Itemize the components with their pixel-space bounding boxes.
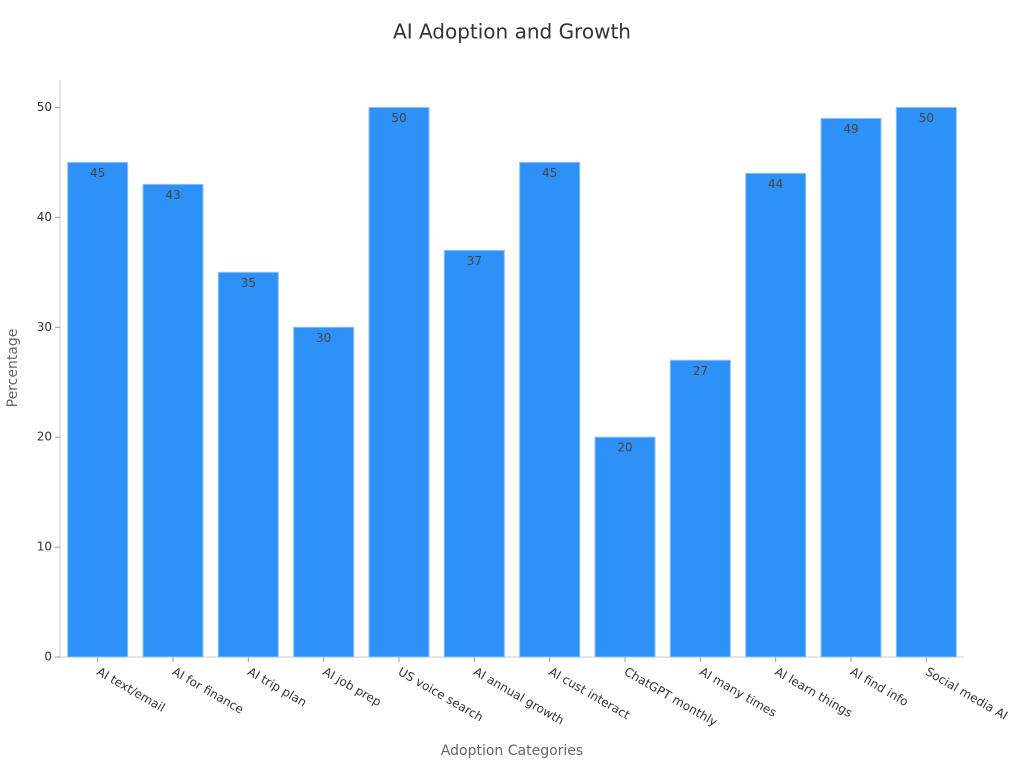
y-tick-label: 30 xyxy=(37,320,52,334)
bar xyxy=(594,436,656,658)
y-tick-label: 10 xyxy=(37,540,52,554)
data-label: 37 xyxy=(467,254,482,268)
data-label: 50 xyxy=(391,111,406,125)
bar xyxy=(368,106,430,658)
data-label: 20 xyxy=(617,441,632,455)
data-label: 49 xyxy=(843,122,858,136)
bar xyxy=(669,359,731,658)
x-tick-label: AI find info xyxy=(848,665,911,709)
x-tick-label: AI for finance xyxy=(170,665,246,717)
bar xyxy=(745,172,807,658)
y-tick-label: 50 xyxy=(37,100,52,114)
data-label: 45 xyxy=(542,166,557,180)
y-tick-label: 0 xyxy=(44,650,52,664)
y-tick-label: 20 xyxy=(37,430,52,444)
bar xyxy=(217,271,279,658)
data-label: 45 xyxy=(90,166,105,180)
bar xyxy=(895,106,957,658)
bar xyxy=(519,161,581,658)
x-tick-label: Social media AI xyxy=(923,665,1010,723)
chart-title: AI Adoption and Growth xyxy=(393,20,631,44)
bar xyxy=(293,326,355,658)
data-label: 27 xyxy=(693,364,708,378)
data-label: 43 xyxy=(165,188,180,202)
x-tick-label: AI job prep xyxy=(320,665,383,710)
data-label: 30 xyxy=(316,331,331,345)
y-tick-label: 40 xyxy=(37,210,52,224)
bar xyxy=(820,117,882,658)
data-label: 50 xyxy=(919,111,934,125)
x-tick-label: AI trip plan xyxy=(245,665,309,710)
bar xyxy=(142,183,204,658)
y-axis-label: Percentage xyxy=(5,329,21,408)
data-label: 35 xyxy=(241,276,256,290)
bar xyxy=(443,249,505,658)
x-tick-label: AI text/email xyxy=(94,665,167,715)
data-label: 44 xyxy=(768,177,783,191)
x-axis-label: Adoption Categories xyxy=(441,743,583,759)
bar xyxy=(67,161,129,658)
x-tick-label: AI learn things xyxy=(772,665,854,721)
